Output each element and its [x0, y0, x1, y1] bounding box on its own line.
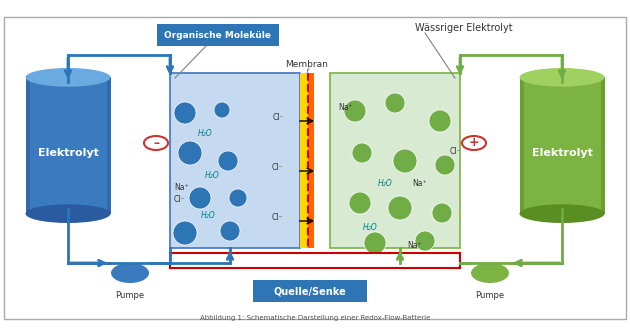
- Text: Cl⁻: Cl⁻: [272, 213, 283, 222]
- Circle shape: [218, 151, 238, 171]
- Bar: [25, 77, 110, 214]
- Circle shape: [388, 196, 412, 220]
- Circle shape: [349, 192, 371, 214]
- Ellipse shape: [520, 68, 605, 87]
- Circle shape: [173, 221, 197, 245]
- Text: Na⁺: Na⁺: [407, 241, 421, 250]
- Text: Pumpe: Pumpe: [476, 291, 505, 300]
- FancyBboxPatch shape: [157, 24, 279, 46]
- Bar: [330, 73, 460, 248]
- Circle shape: [344, 100, 366, 122]
- Circle shape: [435, 155, 455, 175]
- Text: Elektrolyt: Elektrolyt: [38, 149, 98, 159]
- Circle shape: [429, 110, 451, 132]
- Circle shape: [393, 149, 417, 173]
- Text: Na⁺: Na⁺: [338, 103, 353, 113]
- Text: H₂O: H₂O: [377, 178, 392, 187]
- Ellipse shape: [471, 263, 509, 283]
- Text: +: +: [469, 136, 479, 150]
- Circle shape: [364, 232, 386, 254]
- Text: Membran: Membran: [285, 60, 328, 69]
- Text: Na⁺: Na⁺: [412, 178, 427, 187]
- Text: Abbildung 1: Schematische Darstellung einer Redox-Flow-Batterie: Abbildung 1: Schematische Darstellung ei…: [200, 315, 430, 321]
- Text: Cl⁻: Cl⁻: [174, 196, 185, 205]
- Bar: [25, 77, 30, 214]
- Ellipse shape: [520, 204, 605, 223]
- Circle shape: [229, 189, 247, 207]
- Circle shape: [178, 141, 202, 165]
- Ellipse shape: [25, 204, 110, 223]
- Bar: [106, 77, 110, 214]
- Text: Pumpe: Pumpe: [115, 291, 144, 300]
- Bar: [600, 77, 605, 214]
- Text: Cl⁻: Cl⁻: [273, 114, 284, 123]
- Circle shape: [432, 203, 452, 223]
- Circle shape: [214, 102, 230, 118]
- Text: H₂O: H₂O: [363, 223, 377, 233]
- Circle shape: [385, 93, 405, 113]
- Text: H₂O: H₂O: [205, 170, 219, 179]
- Ellipse shape: [25, 68, 110, 87]
- Bar: [300, 73, 307, 248]
- Text: H₂O: H₂O: [200, 210, 215, 219]
- Text: Cl⁻: Cl⁻: [450, 146, 462, 156]
- Bar: [520, 77, 524, 214]
- Text: Elektrolyt: Elektrolyt: [532, 149, 592, 159]
- Text: Quelle/Senke: Quelle/Senke: [273, 286, 347, 296]
- Circle shape: [174, 102, 196, 124]
- Circle shape: [415, 231, 435, 251]
- Bar: [520, 77, 605, 214]
- Ellipse shape: [111, 263, 149, 283]
- Text: Wässriger Elektrolyt: Wässriger Elektrolyt: [415, 23, 513, 33]
- Text: H₂O: H₂O: [198, 128, 212, 137]
- FancyBboxPatch shape: [253, 280, 367, 302]
- Text: Na⁺: Na⁺: [174, 183, 188, 193]
- Bar: [170, 73, 300, 248]
- Circle shape: [189, 187, 211, 209]
- Text: Cl⁻: Cl⁻: [272, 164, 283, 172]
- Circle shape: [220, 221, 240, 241]
- Text: –: –: [153, 136, 159, 150]
- Text: Organische Moleküle: Organische Moleküle: [164, 31, 272, 40]
- Circle shape: [352, 143, 372, 163]
- Bar: [307, 73, 314, 248]
